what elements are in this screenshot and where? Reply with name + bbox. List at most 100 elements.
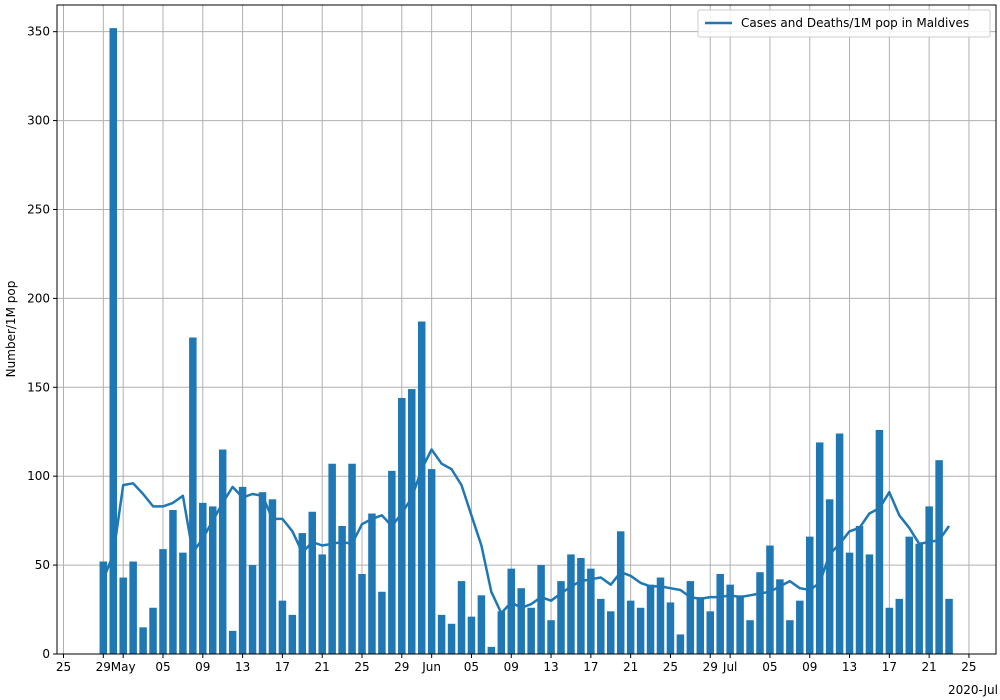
y-tick-label: 150 xyxy=(27,380,50,394)
cases-bar xyxy=(656,577,665,654)
cases-bar xyxy=(527,607,535,654)
x-tick-label: 21 xyxy=(315,660,330,674)
axes xyxy=(56,4,997,655)
legend: Cases and Deaths/1M pop in Maldives xyxy=(697,9,991,38)
cases-bar xyxy=(507,568,515,654)
cases-bar xyxy=(746,620,754,654)
cases-bar xyxy=(517,588,525,654)
cases-bar xyxy=(925,506,933,654)
cases-bar xyxy=(408,389,416,654)
cases-bar xyxy=(786,620,794,654)
cases-bar xyxy=(885,607,894,654)
cases-bar xyxy=(258,492,267,654)
cases-bar xyxy=(199,502,207,654)
cases-bar xyxy=(676,634,685,654)
cases-bar xyxy=(895,598,904,654)
cases-bar xyxy=(437,614,446,654)
cases-bar xyxy=(318,554,326,654)
x-tick-label: 09 xyxy=(802,660,817,674)
x-tick-label: 13 xyxy=(842,660,857,674)
cases-bar xyxy=(716,573,724,654)
cases-bar xyxy=(855,525,864,654)
cases-bar xyxy=(607,611,615,654)
cases-bar xyxy=(477,595,486,654)
line-series-path xyxy=(102,448,951,615)
y-tick-label: 250 xyxy=(27,202,50,216)
cases-bar xyxy=(587,568,595,654)
y-tick-label: 100 xyxy=(27,469,50,483)
y-tick-label: 200 xyxy=(27,291,50,305)
x-tick-label: 09 xyxy=(504,660,519,674)
cases-bar xyxy=(796,600,804,654)
plot-frame xyxy=(56,4,997,655)
cases-bar xyxy=(268,499,277,654)
cases-bar xyxy=(706,611,714,654)
x-tick-label: 13 xyxy=(235,660,250,674)
legend-label: Cases and Deaths/1M pop in Maldives xyxy=(741,16,969,30)
cases-bar xyxy=(109,28,117,655)
cases-bar xyxy=(756,572,764,654)
cases-bar xyxy=(646,584,655,654)
cases-bar xyxy=(557,581,565,654)
x-tick-label: 05 xyxy=(155,660,170,674)
cases-bar xyxy=(547,620,555,654)
cases-bar xyxy=(308,511,316,654)
x-tick-label: 21 xyxy=(623,660,638,674)
cases-bar xyxy=(726,584,734,654)
cases-bar xyxy=(487,646,496,654)
cases-bar xyxy=(338,525,346,654)
x-tick-label: 29 xyxy=(703,660,718,674)
legend-box xyxy=(697,9,991,38)
cases-bar xyxy=(815,442,824,654)
cases-bar xyxy=(776,579,784,654)
cases-bar xyxy=(905,536,913,654)
cases-bar xyxy=(686,581,695,654)
x-tick-label: 25 xyxy=(354,660,369,674)
grid xyxy=(57,5,996,655)
cases-bar xyxy=(348,463,356,654)
x-tick-label: 05 xyxy=(464,660,479,674)
cases-bar xyxy=(865,554,874,654)
x-tick-label: 29 xyxy=(394,660,409,674)
x-tick-label: 17 xyxy=(882,660,897,674)
cases-bar xyxy=(228,630,237,654)
cases-bar xyxy=(766,545,774,654)
cases-bar xyxy=(875,429,884,654)
cases-bar xyxy=(427,469,436,654)
cases-bar xyxy=(736,595,744,654)
cases-bar xyxy=(189,337,197,654)
cases-bar xyxy=(119,577,127,654)
y-tick-label: 300 xyxy=(27,114,50,128)
cases-bar xyxy=(825,499,834,654)
cases-bar xyxy=(358,573,366,654)
cases-bar xyxy=(935,460,943,654)
cases-bar xyxy=(388,470,396,654)
cases-bar xyxy=(169,509,177,654)
x-tick-label: 25 xyxy=(663,660,678,674)
cases-bar xyxy=(567,554,575,654)
cases-bar xyxy=(417,321,426,654)
cases-bar xyxy=(457,581,466,654)
cases-bar xyxy=(248,565,257,654)
cases-bar xyxy=(99,561,108,654)
cases-bar xyxy=(945,598,953,654)
cases-bar xyxy=(497,611,506,654)
x-tick-label: 17 xyxy=(275,660,290,674)
cases-bar xyxy=(636,607,645,654)
cases-bar xyxy=(159,549,167,654)
x-tick-label: 09 xyxy=(195,660,210,674)
line-series xyxy=(102,448,951,615)
cases-bars xyxy=(99,28,953,655)
x-tick-label: 05 xyxy=(762,660,777,674)
x-axis-year-label: 2020-Jul xyxy=(948,683,998,697)
y-axis: 0 50 100 150 200 250 300 350 xyxy=(27,25,57,661)
x-tick-label: Jul xyxy=(722,660,737,674)
cases-bar xyxy=(298,533,307,654)
cases-bar xyxy=(577,557,585,654)
cases-bar xyxy=(845,552,854,654)
x-tick-label: Jun xyxy=(421,660,441,674)
cases-bar xyxy=(328,463,336,654)
x-tick-label: 29 xyxy=(96,660,111,674)
x-tick-label: 13 xyxy=(543,660,558,674)
cases-bar xyxy=(368,513,376,654)
